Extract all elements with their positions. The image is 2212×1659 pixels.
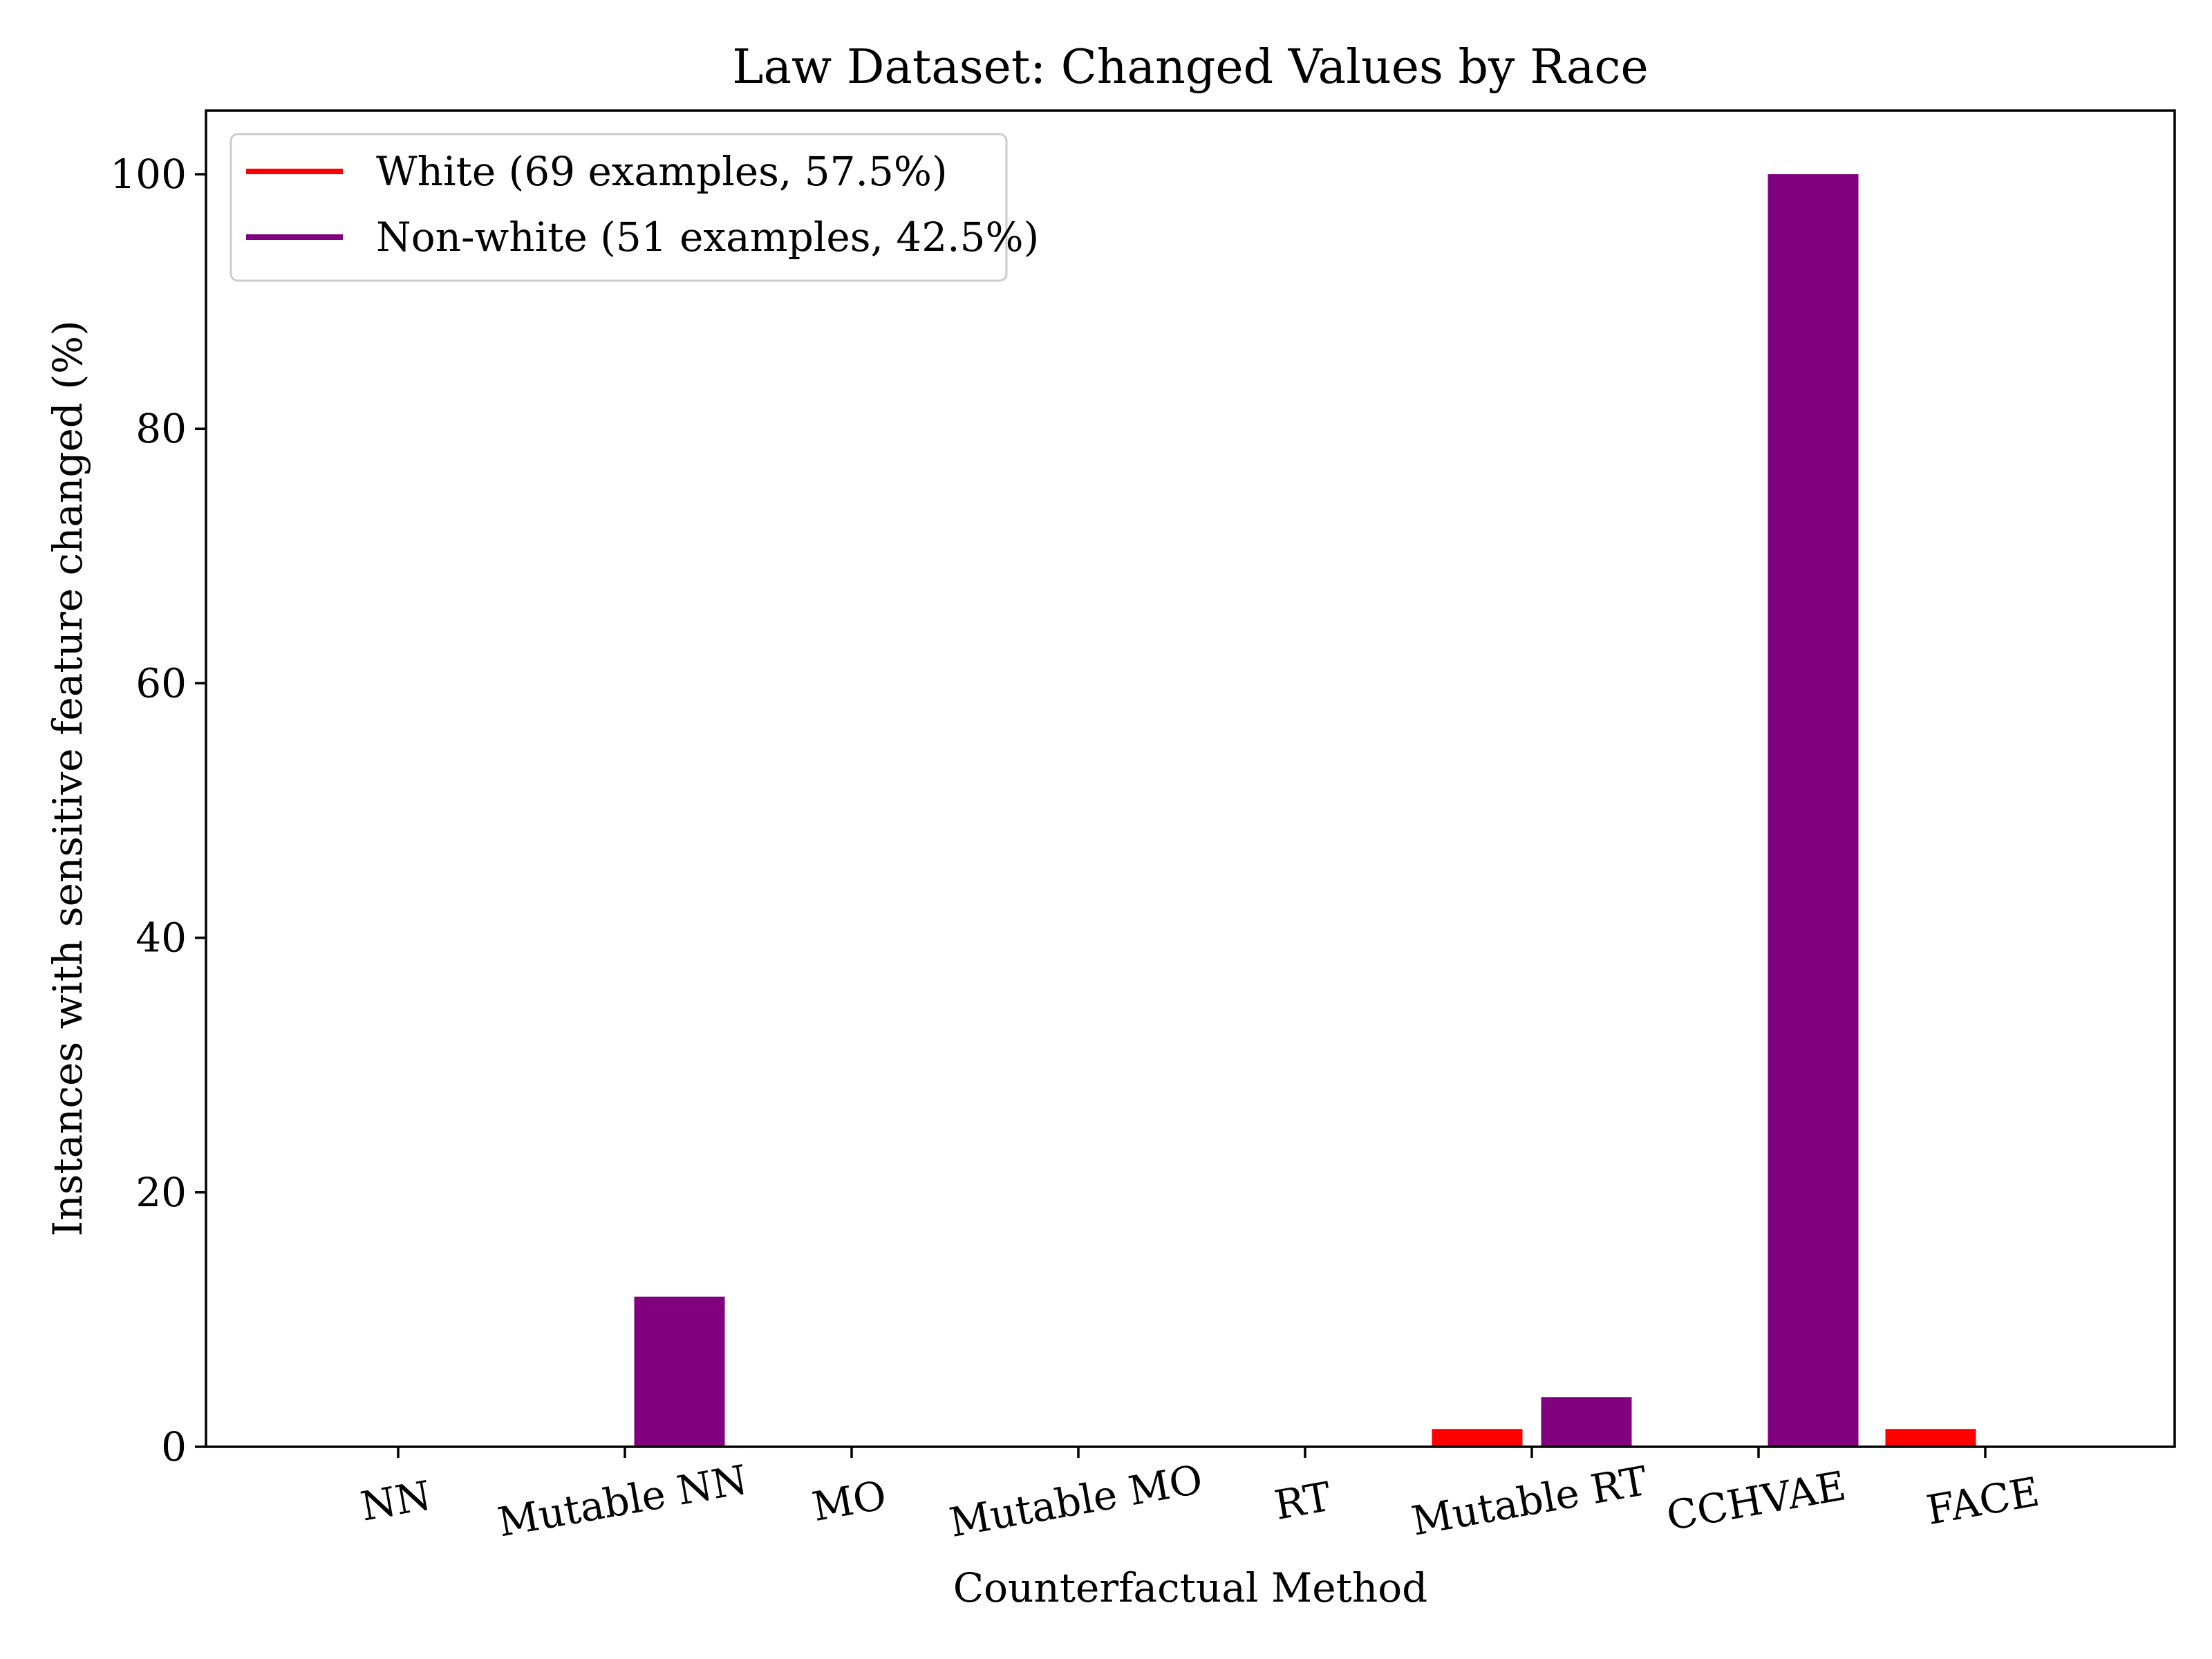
bar-non-white-cchvae [1768, 174, 1859, 1447]
chart-title: Law Dataset: Changed Values by Race [732, 40, 1648, 95]
y-axis-label: Instances with sensitive feature changed… [44, 320, 91, 1236]
y-tick-label-40: 40 [135, 915, 187, 962]
bars-layer [634, 174, 1976, 1447]
bar-non-white-mutable-rt [1541, 1397, 1632, 1447]
y-tick-label-100: 100 [110, 151, 187, 198]
y-tick-label-80: 80 [135, 405, 187, 452]
y-tick-label-20: 20 [135, 1169, 187, 1216]
legend-label-non-white: Non-white (51 examples, 42.5%) [376, 214, 1039, 261]
y-axis: 0 20 40 60 80 100 [110, 151, 206, 1470]
legend-frame [229, 133, 1008, 282]
y-tick-label-0: 0 [161, 1423, 187, 1470]
x-tick-label-rt: RT [1271, 1473, 1335, 1529]
bar-white-face [1885, 1429, 1976, 1447]
x-axis-label: Counterfactual Method [953, 1564, 1428, 1611]
bar-non-white-mutable-nn [634, 1296, 725, 1447]
plot-frame [205, 109, 2176, 1448]
legend-label-white: White (69 examples, 57.5%) [376, 148, 948, 195]
legend: White (69 examples, 57.5%) Non-white (51… [229, 133, 1039, 282]
y-tick-label-60: 60 [135, 659, 187, 706]
bar-white-mutable-rt [1432, 1429, 1523, 1447]
